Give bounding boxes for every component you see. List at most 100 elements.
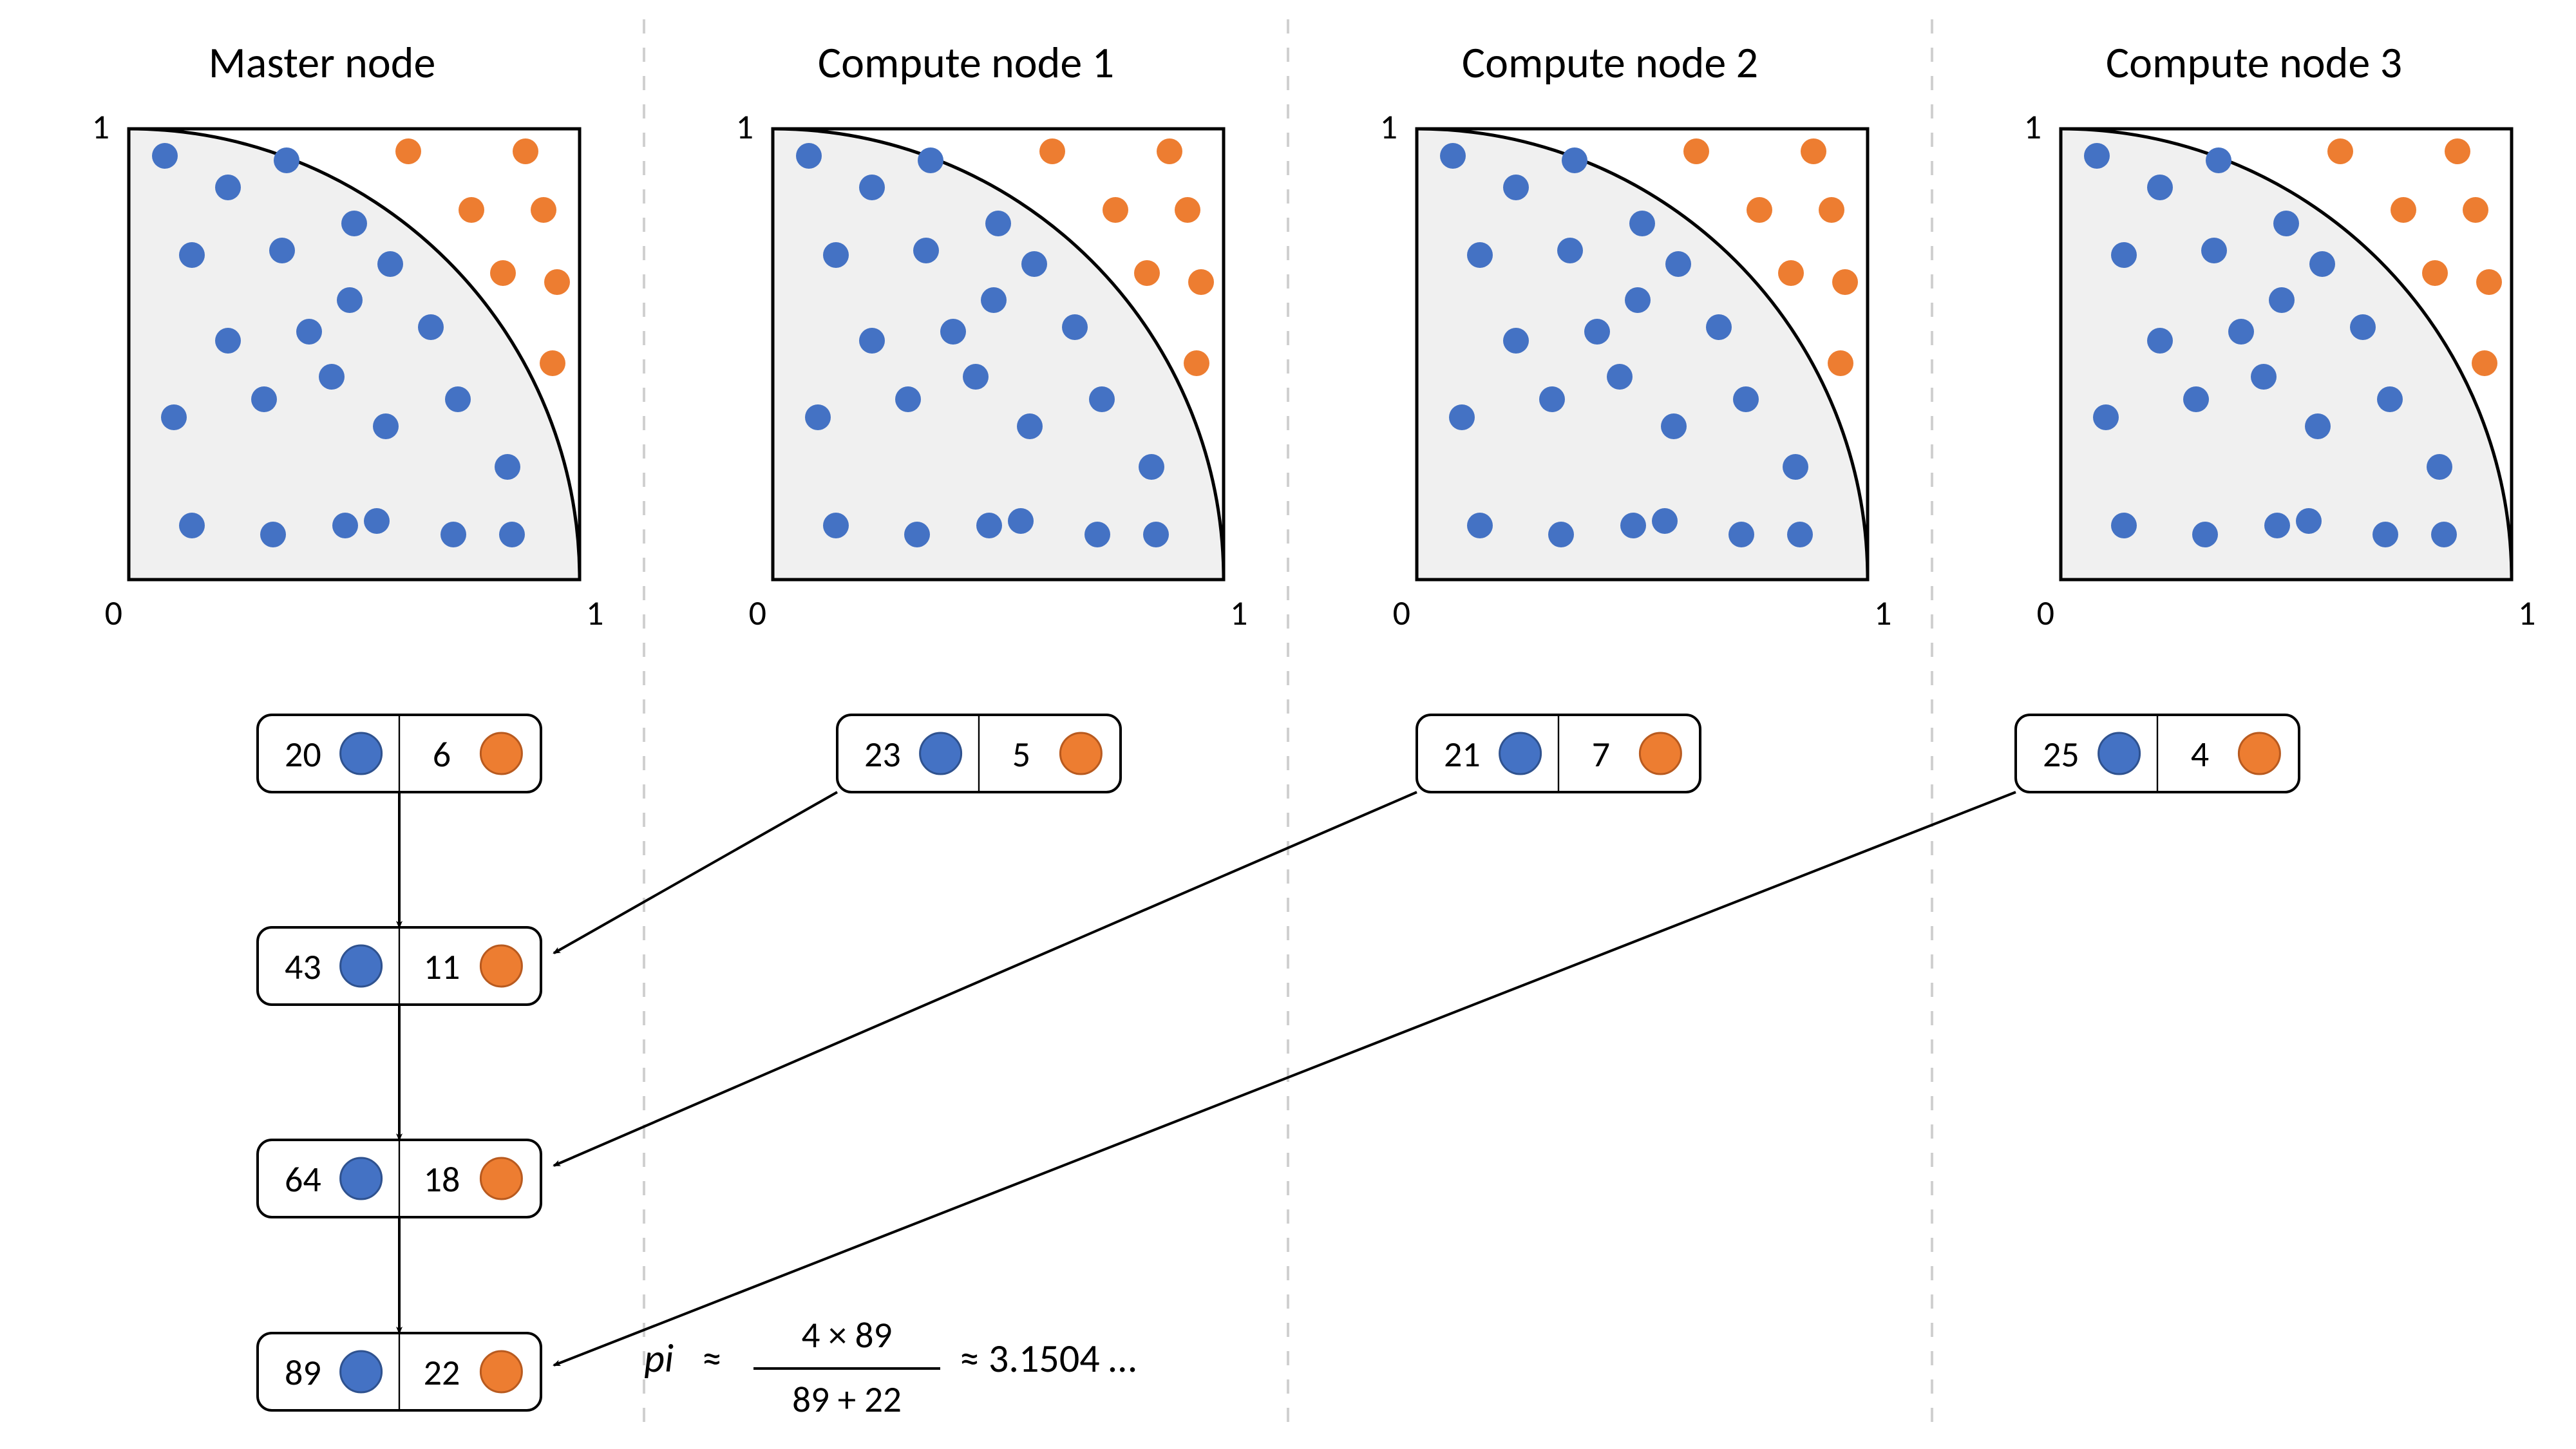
point-inside bbox=[179, 513, 205, 538]
counter-blue-icon bbox=[2099, 733, 2140, 774]
point-inside bbox=[2269, 287, 2295, 313]
point-outside bbox=[1188, 269, 1214, 295]
point-inside bbox=[2309, 251, 2335, 277]
point-inside bbox=[1539, 386, 1565, 412]
formula-rhs: ≈ 3.1504 … bbox=[960, 1334, 1137, 1383]
point-inside bbox=[1548, 522, 1574, 547]
counter-blue-value: 64 bbox=[285, 1158, 321, 1202]
point-inside bbox=[251, 386, 277, 412]
point-inside bbox=[2183, 386, 2209, 412]
point-inside bbox=[440, 522, 466, 547]
point-outside bbox=[1778, 260, 1804, 286]
point-outside bbox=[1134, 260, 1160, 286]
point-inside bbox=[1706, 314, 1732, 340]
point-inside bbox=[2084, 143, 2110, 169]
point-inside bbox=[495, 454, 520, 480]
counter-blue-icon bbox=[341, 945, 382, 987]
point-outside bbox=[531, 197, 556, 223]
point-inside bbox=[269, 238, 295, 263]
point-inside bbox=[2431, 522, 2457, 547]
point-inside bbox=[823, 242, 849, 268]
counter-blue-value: 23 bbox=[864, 733, 901, 777]
point-inside bbox=[940, 319, 966, 345]
point-inside bbox=[1449, 404, 1475, 430]
counter-box: 217 bbox=[1417, 715, 1700, 792]
axis-label-one-x: 1 bbox=[1874, 592, 1891, 634]
formula-lhs: pi bbox=[644, 1334, 674, 1383]
point-inside bbox=[1143, 522, 1169, 547]
point-inside bbox=[1084, 522, 1110, 547]
point-inside bbox=[215, 175, 241, 200]
counter-orange-value: 11 bbox=[424, 945, 460, 989]
point-inside bbox=[2251, 364, 2277, 390]
counter-box: 8922 bbox=[258, 1333, 541, 1410]
point-inside bbox=[2111, 242, 2137, 268]
point-inside bbox=[341, 211, 367, 236]
axis-label-zero: 0 bbox=[105, 592, 122, 634]
counter-box: 23 5 bbox=[837, 715, 1121, 792]
point-inside bbox=[2147, 328, 2173, 354]
point-inside bbox=[2273, 211, 2299, 236]
counter-blue-value: 89 bbox=[285, 1351, 321, 1395]
panel-title: Compute node 3 bbox=[2106, 36, 2402, 90]
counter-orange-value: 5 bbox=[1012, 733, 1030, 777]
panel-title: Compute node 2 bbox=[1462, 36, 1758, 90]
point-inside bbox=[1503, 328, 1529, 354]
point-outside bbox=[459, 197, 484, 223]
point-inside bbox=[2093, 404, 2119, 430]
point-inside bbox=[2305, 413, 2331, 439]
formula-denominator: 89 + 22 bbox=[792, 1378, 902, 1422]
axis-label-one-x: 1 bbox=[586, 592, 603, 634]
point-outside bbox=[395, 138, 421, 164]
counter-blue-icon bbox=[341, 1351, 382, 1392]
point-inside bbox=[1062, 314, 1088, 340]
point-inside bbox=[985, 211, 1011, 236]
point-inside bbox=[1139, 454, 1164, 480]
point-outside bbox=[1819, 197, 1844, 223]
point-inside bbox=[1008, 508, 1034, 534]
point-inside bbox=[499, 522, 525, 547]
counter-blue-icon bbox=[920, 733, 961, 774]
counter-orange-value: 7 bbox=[1592, 733, 1610, 777]
point-outside bbox=[2472, 350, 2497, 376]
point-outside bbox=[544, 269, 570, 295]
point-inside bbox=[2372, 522, 2398, 547]
point-outside bbox=[2463, 197, 2488, 223]
counter-blue-value: 43 bbox=[285, 945, 321, 989]
point-inside bbox=[904, 522, 930, 547]
point-inside bbox=[260, 522, 286, 547]
point-inside bbox=[161, 404, 187, 430]
point-inside bbox=[1733, 386, 1759, 412]
point-outside bbox=[1039, 138, 1065, 164]
point-inside bbox=[2427, 454, 2452, 480]
point-inside bbox=[1021, 251, 1047, 277]
point-inside bbox=[1661, 413, 1687, 439]
point-inside bbox=[296, 319, 322, 345]
panel-title: Master node bbox=[209, 36, 436, 90]
arrow-diagonal bbox=[554, 792, 2016, 1365]
point-inside bbox=[976, 513, 1002, 538]
point-inside bbox=[1728, 522, 1754, 547]
point-inside bbox=[1467, 242, 1493, 268]
point-outside bbox=[1832, 269, 1858, 295]
point-inside bbox=[823, 513, 849, 538]
panel-title: Compute node 1 bbox=[818, 36, 1114, 90]
quarter-circle-fill bbox=[129, 129, 580, 580]
point-outside bbox=[2327, 138, 2353, 164]
point-inside bbox=[1089, 386, 1115, 412]
point-outside bbox=[1175, 197, 1200, 223]
formula-numerator: 4 × 89 bbox=[802, 1313, 893, 1358]
point-inside bbox=[2228, 319, 2254, 345]
quarter-circle-fill bbox=[1417, 129, 1868, 580]
axis-label-one-y: 1 bbox=[1380, 106, 1397, 148]
point-inside bbox=[963, 364, 989, 390]
point-inside bbox=[179, 242, 205, 268]
point-inside bbox=[373, 413, 399, 439]
point-inside bbox=[1503, 175, 1529, 200]
point-inside bbox=[805, 404, 831, 430]
axis-label-zero: 0 bbox=[2037, 592, 2054, 634]
point-inside bbox=[1440, 143, 1466, 169]
point-outside bbox=[2422, 260, 2448, 286]
point-inside bbox=[2350, 314, 2376, 340]
point-inside bbox=[418, 314, 444, 340]
